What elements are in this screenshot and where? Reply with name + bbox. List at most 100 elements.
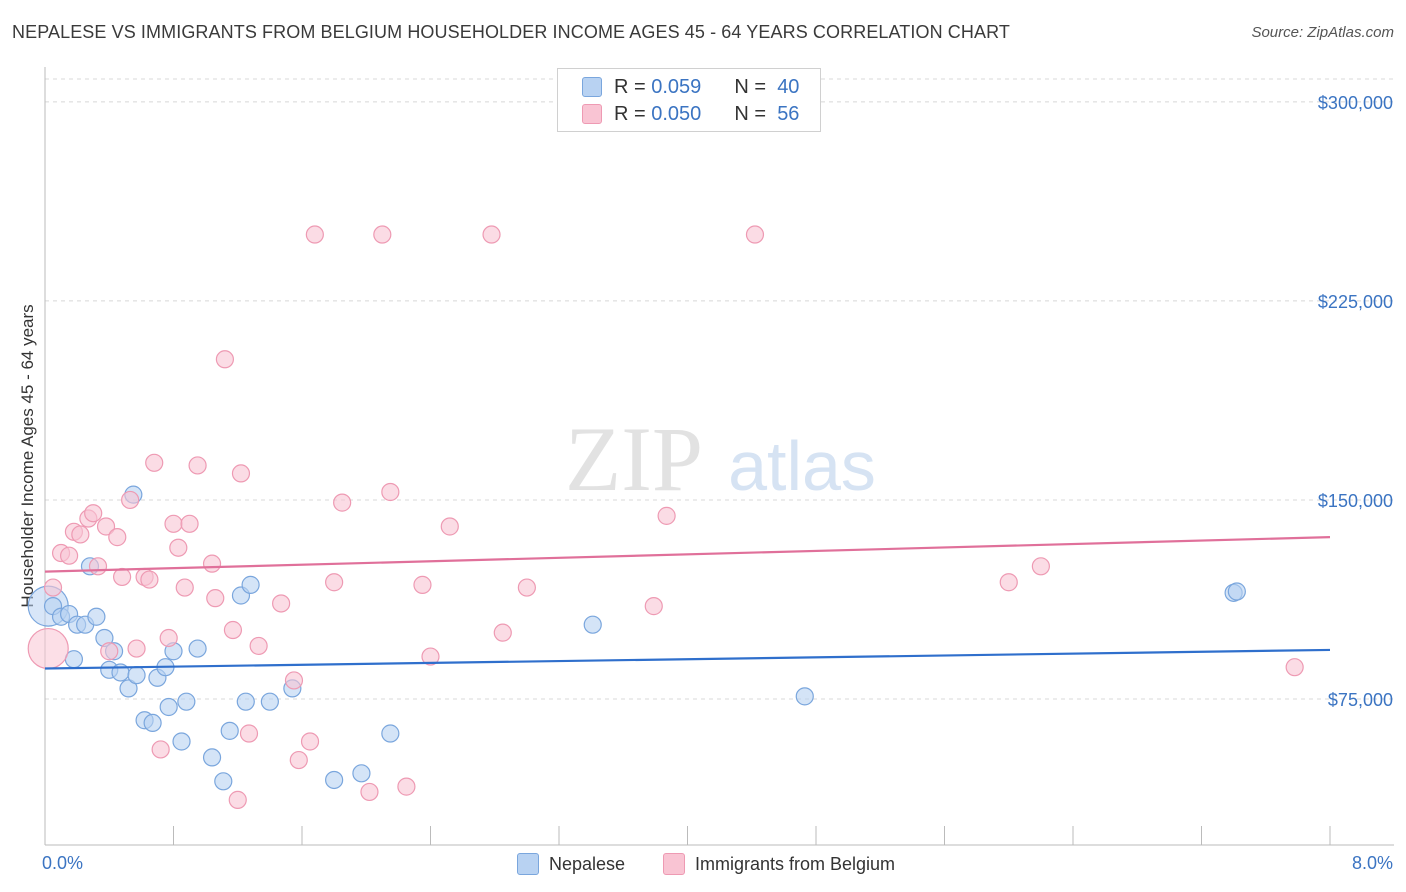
y-tick-label: $150,000 [1318,491,1393,511]
belgium-point [1031,557,1050,576]
y-tick-label: $300,000 [1318,93,1393,113]
belgium-trend-line [44,536,1331,573]
watermark-atlas: atlas [728,427,876,505]
belgium-point [272,594,291,613]
belgium-point [84,504,103,523]
nepalese-point [143,713,162,733]
belgium-point [27,627,69,670]
nepalese-point [352,764,371,783]
belgium-point [397,777,416,796]
legend-r-label: R = [614,75,646,98]
legend-swatch-nepalese [582,77,602,97]
belgium-point [325,573,344,592]
nepalese-point [188,639,207,658]
trend-lines [44,536,1331,670]
belgium-point [223,620,243,640]
belgium-point [151,740,170,759]
belgium-point [413,575,432,594]
x-tick-labels: 0.0% 8.0% [42,853,1393,873]
belgium-point [112,567,132,587]
legend-n-value: 56 [777,102,800,125]
belgium-point [180,514,199,533]
belgium-point [215,350,234,369]
belgium-point [482,225,501,244]
legend-r-value: 0.050 [651,102,702,125]
belgium-point [202,554,222,573]
nepalese-trend-line [44,648,1331,670]
bottom-legend-nepalese: Nepalese [517,852,625,876]
gridlines [45,78,1394,700]
belgium-point [164,514,183,533]
belgium-point [745,225,765,244]
belgium-point [239,724,259,743]
legend-n-label: N = [734,75,767,98]
legend-r-label: R = [614,102,646,125]
nepalese-point [220,721,239,740]
nepalese-point [177,692,196,711]
nepalese-point [325,770,344,790]
nepalese-point [795,687,814,706]
belgium-point [100,642,119,661]
belgium-point [333,493,352,512]
belgium-point [493,623,512,642]
nepalese-point [236,692,255,711]
belgium-point [96,517,116,536]
bottom-legend-swatch-nepalese [517,853,539,875]
belgium-point [373,225,392,244]
chart-title: NEPALESE VS IMMIGRANTS FROM BELGIUM HOUS… [12,22,1010,42]
belgium-point [127,639,146,658]
belgium-point [300,732,320,751]
y-tick-label: $75,000 [1328,690,1393,710]
belgium-point [1285,658,1304,677]
belgium-point [228,790,247,809]
axes [44,67,1394,846]
belgium-point [71,525,90,544]
legend-n-label: N = [734,102,767,125]
belgium-point [360,782,379,802]
chart-source: Source: ZipAtlas.com [1251,24,1394,41]
belgium-point [188,456,207,475]
y-tick-labels: $75,000 $150,000 $225,000 $300,000 [1318,93,1393,710]
bottom-legend-label-belgium: Immigrants from Belgium [695,853,896,874]
legend-row-belgium: R = 0.050 N = 56 [582,102,799,126]
belgium-point [59,546,79,565]
belgium-point [175,578,194,597]
nepalese-point [214,772,233,791]
watermark-zip: ZIP [565,408,703,510]
belgium-point [108,528,127,547]
nepalese-point [1227,582,1246,601]
belgium-point [169,538,188,557]
legend-r-value: 0.059 [651,75,702,98]
belgium-point [289,750,308,770]
nepalese-point [119,679,138,698]
belgium-point [284,671,304,690]
belgium-point [657,506,676,525]
belgium-point [421,647,440,666]
bottom-legend-swatch-belgium [663,853,685,875]
nepalese-point [260,692,279,711]
x-tick-label: 0.0% [42,853,83,873]
belgium-points [27,225,1304,809]
nepalese-point [87,607,106,626]
belgium-point [231,464,251,483]
belgium-point [206,589,225,608]
bottom-legend-label-nepalese: Nepalese [549,853,626,874]
legend-row-nepalese: R = 0.059 N = 40 [582,75,799,99]
belgium-point [145,453,164,472]
nepalese-point [241,575,260,594]
belgium-point [440,517,459,536]
belgium-point [159,628,178,648]
belgium-point [140,570,159,589]
legend-swatch-belgium [582,104,602,124]
x-tick-label: 8.0% [1352,853,1393,873]
nepalese-point [202,748,222,767]
belgium-point [249,636,268,656]
nepalese-point [381,724,400,743]
nepalese-point [159,697,178,717]
y-tick-label: $225,000 [1318,292,1393,312]
belgium-point [88,557,108,576]
belgium-point [644,597,663,616]
legend: R = 0.059 N = 40 R = 0.050 N = 56 [557,68,821,132]
belgium-point [381,482,400,502]
